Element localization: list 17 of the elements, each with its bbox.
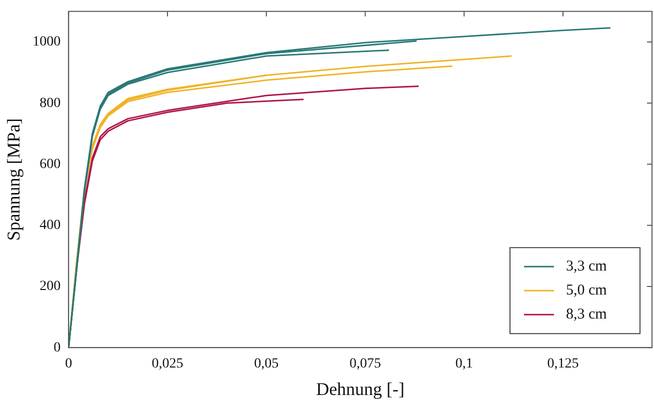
y-tick-label: 400	[40, 218, 61, 234]
legend-label: 3,3 cm	[566, 258, 608, 275]
y-tick-label: 800	[40, 96, 61, 111]
x-tick-label: 0,075	[349, 356, 381, 372]
x-axis-title: Dehnung [-]	[316, 378, 405, 399]
x-tick-label: 0,025	[152, 356, 184, 372]
x-tick-label: 0,1	[455, 356, 473, 372]
y-tick-label: 200	[40, 279, 61, 294]
x-tick-label: 0	[65, 356, 72, 372]
x-tick-label: 0,05	[254, 356, 279, 372]
legend-label: 5,0 cm	[566, 282, 608, 299]
y-tick-label: 600	[40, 156, 61, 172]
x-tick-label: 0,125	[547, 356, 579, 372]
y-tick-label: 0	[54, 340, 61, 356]
y-axis-title: Spannung [MPa]	[4, 118, 24, 241]
y-tick-label: 1000	[32, 34, 61, 50]
legend-label: 8,3 cm	[566, 306, 608, 323]
